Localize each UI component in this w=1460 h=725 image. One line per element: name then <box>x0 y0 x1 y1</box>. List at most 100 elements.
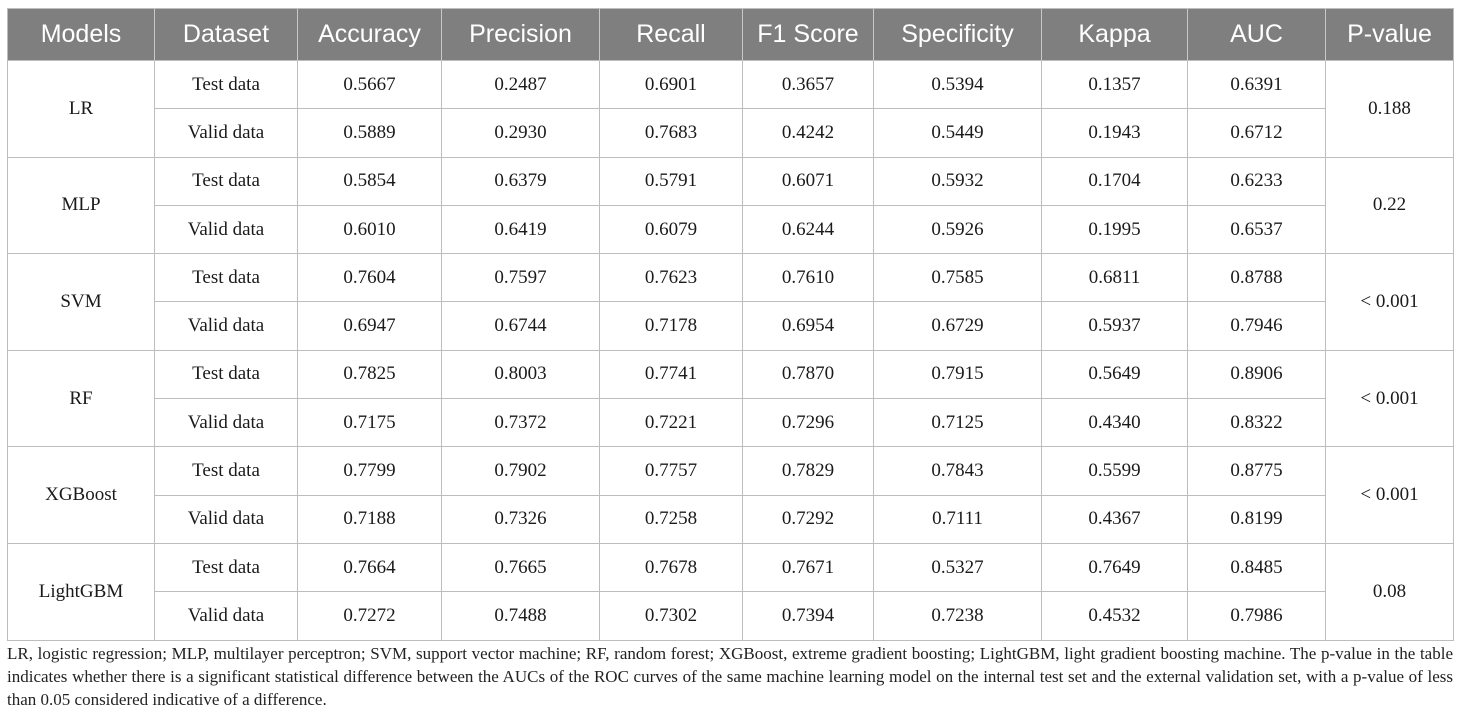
header-accuracy: Accuracy <box>297 8 442 61</box>
p-value-cell: < 0.001 <box>1325 253 1454 351</box>
metric-value-cell: 0.7394 <box>742 591 874 641</box>
metric-value-cell: 0.7292 <box>742 494 874 544</box>
dataset-cell: Test data <box>154 59 298 110</box>
metric-value-cell: 0.5926 <box>873 204 1042 255</box>
metric-value-cell: 0.7258 <box>599 494 743 544</box>
table-row: LR Test data 0.5667 0.2487 0.6901 0.3657 0.539… <box>7 59 1454 158</box>
metric-value-cell: 0.7175 <box>297 398 442 448</box>
metric-value-cell: 0.6071 <box>742 156 874 206</box>
header-kappa: Kappa <box>1041 8 1188 61</box>
header-dataset: Dataset <box>154 8 298 61</box>
dataset-cell: Test data <box>154 542 298 593</box>
metric-value-cell: 0.7986 <box>1187 591 1326 641</box>
header-precision: Precision <box>441 8 600 61</box>
metric-value-cell: 0.7665 <box>441 542 600 593</box>
metric-value-cell: 0.7585 <box>873 253 1042 303</box>
metric-value-cell: 0.7326 <box>441 494 600 544</box>
metric-value-cell: 0.6391 <box>1187 59 1326 110</box>
metric-value-cell: 0.7757 <box>599 446 743 496</box>
dataset-cell: Test data <box>154 253 298 303</box>
metric-value-cell: 0.7799 <box>297 446 442 496</box>
metric-value-cell: 0.8199 <box>1187 494 1326 544</box>
metric-value-cell: 0.4367 <box>1041 494 1188 544</box>
header-recall: Recall <box>599 8 743 61</box>
metric-value-cell: 0.6901 <box>599 59 743 110</box>
metric-value-cell: 0.6744 <box>441 301 600 351</box>
metric-value-cell: 0.2930 <box>441 108 600 158</box>
metric-value-cell: 0.5394 <box>873 59 1042 110</box>
metric-value-cell: 0.7111 <box>873 494 1042 544</box>
metric-value-cell: 0.5327 <box>873 542 1042 593</box>
table-body: LR Test data 0.5667 0.2487 0.6901 0.3657 0.539… <box>7 59 1454 641</box>
header-auc: AUC <box>1187 8 1326 61</box>
metric-value-cell: 0.7915 <box>873 349 1042 400</box>
metric-value-cell: 0.7372 <box>441 398 600 448</box>
metric-value-cell: 0.7946 <box>1187 301 1326 351</box>
metric-value-cell: 0.7741 <box>599 349 743 400</box>
metric-value-cell: 0.6947 <box>297 301 442 351</box>
p-value-cell: 0.188 <box>1325 60 1454 158</box>
model-name-cell: LR <box>7 60 155 158</box>
metric-value-cell: 0.5937 <box>1041 301 1188 351</box>
table-row: Valid data 0.7188 0.7326 0.7258 0.7292 0.7111… <box>8 494 1454 544</box>
metric-value-cell: 0.7825 <box>297 349 442 400</box>
metric-value-cell: 0.7604 <box>297 253 442 303</box>
metric-value-cell: 0.7178 <box>599 301 743 351</box>
metric-value-cell: 0.7664 <box>297 542 442 593</box>
header-specificity: Specificity <box>873 8 1042 61</box>
metric-value-cell: 0.3657 <box>742 59 874 110</box>
metric-value-cell: 0.7843 <box>873 446 1042 496</box>
dataset-cell: Valid data <box>154 591 298 641</box>
p-value-cell: 0.22 <box>1325 156 1454 255</box>
metric-value-cell: 0.1995 <box>1041 204 1188 255</box>
table-row: Valid data 0.6010 0.6419 0.6079 0.6244 0.5926… <box>8 204 1454 255</box>
metric-value-cell: 0.7272 <box>297 591 442 641</box>
header-models: Models <box>7 8 155 61</box>
p-value-cell: < 0.001 <box>1325 446 1454 544</box>
metric-value-cell: 0.6537 <box>1187 204 1326 255</box>
metric-value-cell: 0.8906 <box>1187 349 1326 400</box>
results-table-container: Models Dataset Accuracy Precision Recall… <box>7 8 1454 641</box>
metric-value-cell: 0.5649 <box>1041 349 1188 400</box>
dataset-cell: Valid data <box>154 301 298 351</box>
metric-value-cell: 0.7188 <box>297 494 442 544</box>
model-name-cell: MLP <box>7 156 155 255</box>
metric-value-cell: 0.7610 <box>742 253 874 303</box>
model-name-cell: SVM <box>7 253 155 351</box>
metric-value-cell: 0.7678 <box>599 542 743 593</box>
header-row: Models Dataset Accuracy Precision Recall… <box>7 8 1454 61</box>
metric-value-cell: 0.8003 <box>441 349 600 400</box>
table-row: Valid data 0.7272 0.7488 0.7302 0.7394 0.7238… <box>8 591 1454 641</box>
metric-value-cell: 0.6379 <box>441 156 600 206</box>
metric-value-cell: 0.6729 <box>873 301 1042 351</box>
dataset-cell: Test data <box>154 446 298 496</box>
metric-value-cell: 0.7623 <box>599 253 743 303</box>
metric-value-cell: 0.5667 <box>297 59 442 110</box>
metric-value-cell: 0.1943 <box>1041 108 1188 158</box>
metric-value-cell: 0.4532 <box>1041 591 1188 641</box>
p-value-cell: 0.08 <box>1325 542 1454 641</box>
dataset-cell: Test data <box>154 349 298 400</box>
metric-value-cell: 0.5449 <box>873 108 1042 158</box>
table-row: MLP Test data 0.5854 0.6379 0.5791 0.6071 0.59… <box>7 156 1454 255</box>
metric-value-cell: 0.7870 <box>742 349 874 400</box>
metric-value-cell: 0.7221 <box>599 398 743 448</box>
metric-value-cell: 0.6811 <box>1041 253 1188 303</box>
metric-value-cell: 0.8485 <box>1187 542 1326 593</box>
metric-value-cell: 0.7488 <box>441 591 600 641</box>
metric-value-cell: 0.5889 <box>297 108 442 158</box>
dataset-cell: Valid data <box>154 204 298 255</box>
model-name-cell: RF <box>7 349 155 448</box>
metric-value-cell: 0.5791 <box>599 156 743 206</box>
metric-value-cell: 0.7902 <box>441 446 600 496</box>
metric-value-cell: 0.8322 <box>1187 398 1326 448</box>
metric-value-cell: 0.7671 <box>742 542 874 593</box>
metric-value-cell: 0.6954 <box>742 301 874 351</box>
metric-value-cell: 0.7296 <box>742 398 874 448</box>
table-row: Valid data 0.6947 0.6744 0.7178 0.6954 0.6729… <box>8 301 1454 351</box>
metric-value-cell: 0.7649 <box>1041 542 1188 593</box>
p-value-cell: < 0.001 <box>1325 349 1454 448</box>
table-footnote: LR, logistic regression; MLP, multilayer… <box>7 644 1453 709</box>
table-row: XGBoost Test data 0.7799 0.7902 0.7757 0.7829… <box>7 446 1454 544</box>
model-performance-table: Models Dataset Accuracy Precision Recall… <box>7 8 1454 641</box>
